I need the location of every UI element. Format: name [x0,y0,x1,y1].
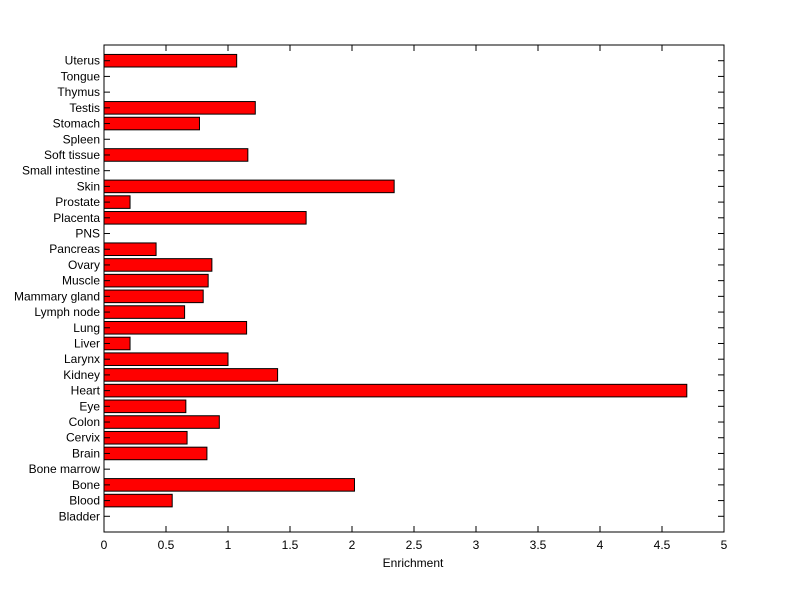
bar-larynx [103,352,229,366]
bar-brain [103,446,208,461]
category-label-uterus: Uterus [65,54,100,68]
category-label-pancreas: Pancreas [49,242,100,256]
x-axis-label: Enrichment [383,556,444,570]
x-tick-label: 5 [721,538,728,552]
category-label-bone-marrow: Bone marrow [29,462,101,476]
bar-eye [103,399,187,414]
category-label-mammary-gland: Mammary gland [14,289,100,303]
category-label-brain: Brain [72,446,100,460]
bar-muscle [103,273,209,288]
x-tick-label: 2.5 [406,538,423,552]
x-tick-label: 0.5 [158,538,175,552]
bar-ovary [103,258,213,272]
category-label-eye: Eye [79,399,100,413]
category-label-lymph-node: Lymph node [34,305,100,319]
bar-lymph-node [103,305,186,319]
plot-area-frame [103,44,725,533]
bar-soft-tissue [103,148,249,162]
x-tick-label: 4 [597,538,604,552]
category-label-ovary: Ovary [68,258,100,272]
ticks-layer [103,45,725,532]
category-label-kidney: Kidney [63,368,100,382]
category-label-heart: Heart [71,384,101,398]
bar-placenta [103,211,307,225]
category-label-testis: Testis [69,101,100,115]
bar-testis [103,101,256,115]
category-label-stomach: Stomach [53,117,100,131]
bar-uterus [103,53,238,68]
bar-kidney [103,368,279,382]
x-tick-label: 0 [101,538,108,552]
bar-colon [103,415,220,429]
bar-heart [103,383,688,398]
bar-pancreas [103,242,157,257]
category-label-pns: PNS [75,227,100,241]
x-tick-label: 3 [473,538,480,552]
category-label-bladder: Bladder [59,509,100,523]
bar-skin [103,179,395,194]
category-label-lung: Lung [73,321,100,335]
bar-cervix [103,430,188,445]
x-tick-label: 3.5 [530,538,547,552]
bar-bone [103,478,355,492]
category-label-liver: Liver [74,336,100,350]
x-tick-label: 1 [225,538,232,552]
category-label-thymus: Thymus [57,85,100,99]
category-label-bone: Bone [72,478,100,492]
category-label-soft-tissue: Soft tissue [44,148,100,162]
x-tick-label: 4.5 [654,538,671,552]
category-label-muscle: Muscle [62,274,100,288]
x-tick-label: 1.5 [282,538,299,552]
category-label-small-intestine: Small intestine [22,164,100,178]
bar-blood [103,493,173,508]
category-label-colon: Colon [69,415,100,429]
category-label-spleen: Spleen [63,132,100,146]
bar-stomach [103,116,200,131]
category-label-skin: Skin [77,179,100,193]
x-tick-label: 2 [349,538,356,552]
category-label-blood: Blood [69,494,100,508]
category-label-prostate: Prostate [55,195,100,209]
category-label-cervix: Cervix [66,431,100,445]
category-label-placenta: Placenta [53,211,100,225]
bar-lung [103,320,248,335]
bar-mammary-gland [103,289,204,304]
category-label-tongue: Tongue [61,69,101,83]
category-label-larynx: Larynx [64,352,100,366]
